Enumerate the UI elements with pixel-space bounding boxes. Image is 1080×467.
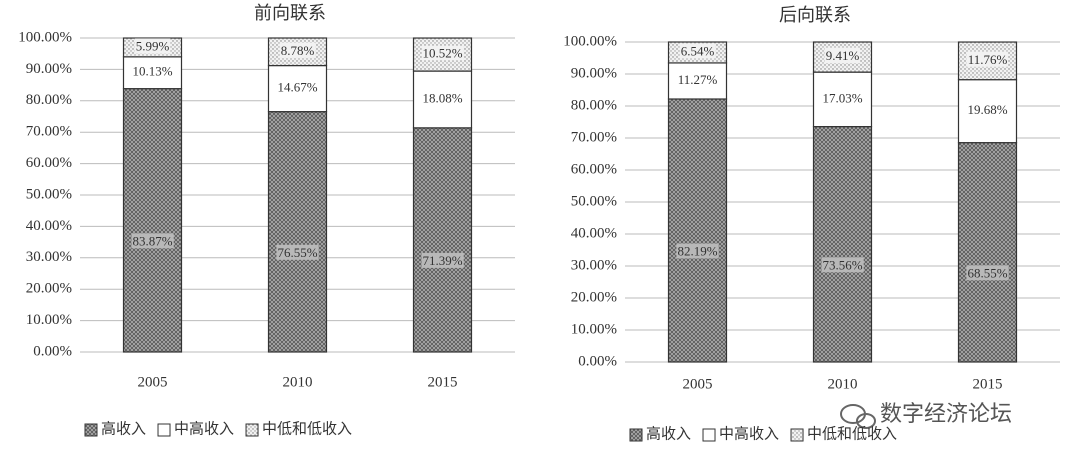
y-tick-label: 90.00% [571,65,617,81]
value-label: 5.99% [136,38,170,53]
legend-label: 中高收入 [719,425,779,442]
y-tick-label: 50.00% [26,186,72,202]
value-label: 17.03% [822,90,862,105]
legend-swatch [157,423,171,437]
value-label: 14.67% [277,80,317,95]
legend-swatch [790,428,804,442]
label-background [966,265,1009,281]
x-tick-label: 2015 [428,374,458,390]
y-tick-label: 80.00% [571,97,617,113]
label-background [679,43,716,59]
label-background [134,38,171,54]
label-background [421,45,464,61]
x-tick-label: 2010 [283,374,313,390]
y-tick-label: 40.00% [26,218,72,234]
y-tick-label: 40.00% [571,225,617,241]
y-tick-label: 80.00% [26,92,72,108]
y-tick-label: 60.00% [26,155,72,171]
value-label: 10.13% [132,64,172,79]
x-tick-label: 2005 [138,374,168,390]
legend-swatch [245,423,259,437]
y-tick-label: 30.00% [571,257,617,273]
value-label: 73.56% [822,257,862,272]
label-background [276,244,319,260]
bar-segment [412,127,473,353]
label-background [676,243,719,259]
label-background [821,257,864,273]
legend-label: 中高收入 [174,420,234,437]
legend-label: 中低和低收入 [807,425,897,442]
legend-swatch [84,423,98,437]
y-tick-label: 90.00% [26,61,72,77]
y-tick-label: 100.00% [18,29,72,45]
value-label: 11.27% [678,72,718,87]
y-tick-label: 10.00% [26,312,72,328]
y-tick-label: 70.00% [26,124,72,140]
value-label: 10.52% [422,46,462,61]
value-label: 9.41% [826,48,860,63]
bar-segment [667,98,728,363]
value-label: 18.08% [422,90,462,105]
bar-segment [122,88,183,353]
value-label: 6.54% [681,43,715,58]
bar-segment [122,56,183,90]
y-tick-label: 100.00% [563,33,617,49]
y-tick-label: 0.00% [33,343,72,359]
y-tick-label: 20.00% [26,281,72,297]
y-tick-label: 60.00% [571,161,617,177]
y-tick-label: 50.00% [571,193,617,209]
label-background [966,51,1009,67]
x-tick-label: 2010 [828,376,858,392]
x-tick-label: 2005 [683,376,713,392]
value-label: 19.68% [967,102,1007,117]
value-label: 11.76% [968,52,1008,67]
bar-segment [267,37,328,67]
bar-segment [957,142,1018,363]
y-tick-label: 20.00% [571,289,617,305]
value-label: 83.87% [132,233,172,248]
legend-swatch [702,428,716,442]
chart-title: 后向联系 [779,5,851,25]
label-background [824,48,861,64]
watermark-icon [840,404,876,429]
legend-label: 高收入 [101,420,146,437]
bar-segment [812,71,873,128]
y-tick-label: 0.00% [578,353,617,369]
chart-title: 前向联系 [254,3,326,23]
y-tick-label: 70.00% [571,129,617,145]
value-label: 71.39% [422,253,462,268]
label-background [131,233,174,249]
x-tick-label: 2015 [973,376,1003,392]
value-label: 68.55% [967,265,1007,280]
y-tick-label: 10.00% [571,321,617,337]
bar-segment [267,64,328,113]
bar-segment [812,126,873,363]
value-label: 82.19% [677,243,717,258]
value-label: 8.78% [281,43,315,58]
y-tick-label: 30.00% [26,249,72,265]
bar-segment [812,41,873,73]
watermark: 数字经济论坛 [880,401,1012,426]
label-background [421,252,464,268]
legend-label: 高收入 [646,425,691,442]
bar-segment [267,111,328,353]
legend-label: 中低和低收入 [262,420,352,437]
bar-segment [412,70,473,129]
value-label: 76.55% [277,245,317,260]
label-background [279,42,316,58]
legend-swatch [629,428,643,442]
